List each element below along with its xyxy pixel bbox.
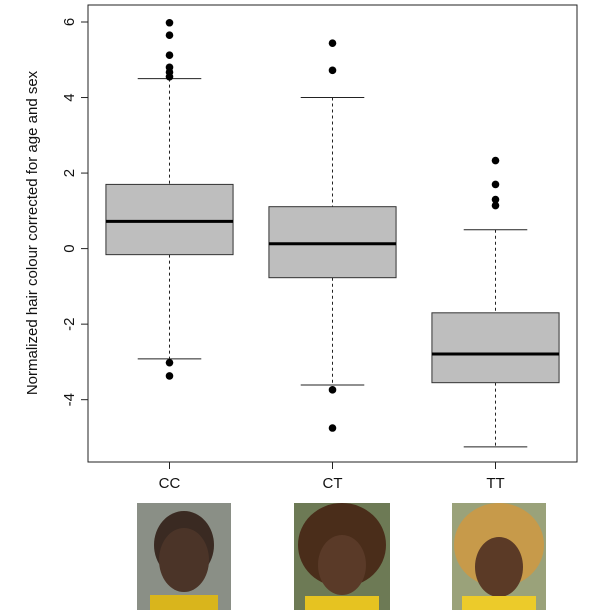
outlier (492, 202, 500, 210)
outlier (166, 51, 174, 59)
outlier (166, 31, 174, 39)
outlier (166, 372, 174, 380)
x-tick-label: TT (486, 475, 504, 492)
y-tick-label: -2 (61, 317, 78, 330)
outlier (329, 424, 337, 432)
photo-ct (294, 503, 390, 610)
outlier (329, 67, 337, 75)
outlier (492, 181, 500, 189)
page: Normalized hair colour corrected for age… (0, 0, 591, 615)
photo-cc (137, 503, 231, 610)
y-tick-label: -4 (61, 393, 78, 406)
box (106, 184, 233, 254)
x-tick-label: CC (159, 475, 181, 492)
outlier (166, 19, 174, 27)
photo-tt (452, 503, 546, 610)
y-tick-label: 0 (61, 244, 78, 252)
y-tick-label: 2 (61, 169, 78, 177)
y-tick-label: 6 (61, 18, 78, 26)
x-tick-label: CT (323, 475, 343, 492)
outlier (166, 359, 174, 367)
box (432, 313, 559, 383)
outlier (492, 157, 500, 165)
outlier (329, 386, 337, 394)
outlier (166, 73, 174, 81)
chart: Normalized hair colour corrected for age… (0, 0, 591, 610)
outlier (329, 39, 337, 47)
y-axis-label: Normalized hair colour corrected for age… (24, 70, 41, 395)
box (269, 207, 396, 278)
y-tick-label: 4 (61, 93, 78, 101)
